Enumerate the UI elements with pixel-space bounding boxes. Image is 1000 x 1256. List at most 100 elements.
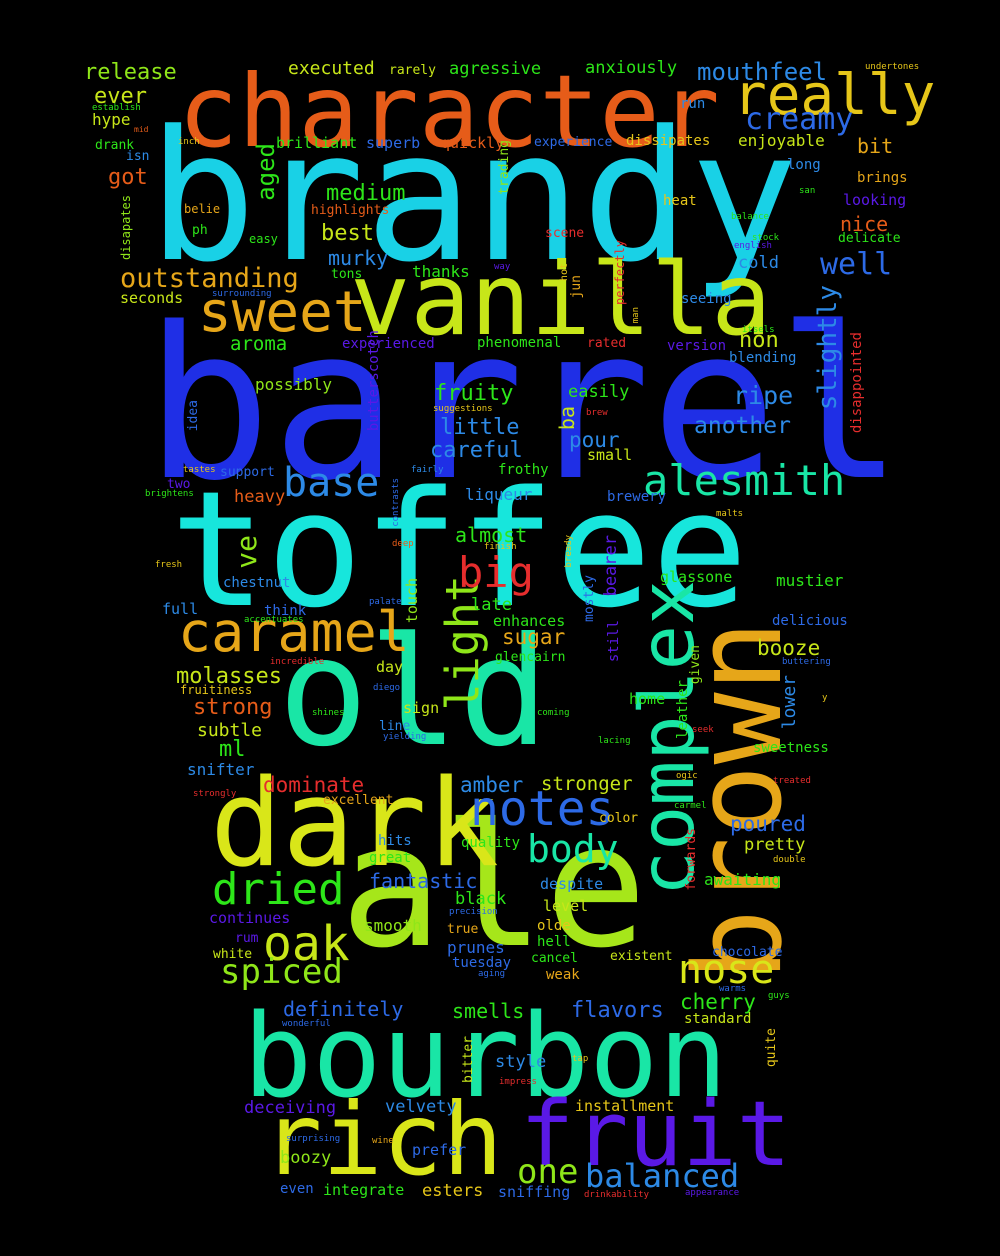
word-flavors: flavors bbox=[571, 998, 664, 1023]
word-anxiously: anxiously bbox=[585, 58, 678, 78]
word-quite: quite bbox=[764, 1028, 779, 1068]
word-toffee: toffee bbox=[170, 456, 748, 643]
word-brew: brew bbox=[586, 408, 608, 418]
word-frothy: frothy bbox=[498, 462, 549, 478]
word-non: non bbox=[739, 328, 779, 353]
word-disappointed: disappointed bbox=[849, 332, 865, 434]
word-touch: touch bbox=[403, 578, 421, 624]
word-support: support bbox=[220, 465, 275, 480]
word-ml: ml bbox=[219, 737, 246, 762]
word-belie: belie bbox=[184, 202, 221, 216]
word-notes: notes bbox=[470, 781, 615, 837]
word-brandy: brandy bbox=[148, 93, 799, 302]
word-quickly: quickly bbox=[441, 134, 505, 152]
word-y: y bbox=[822, 693, 828, 703]
word-day: day bbox=[376, 658, 404, 676]
word-fairly: fairly bbox=[411, 465, 444, 475]
word-long: long bbox=[787, 157, 821, 173]
word-pretty: pretty bbox=[744, 835, 806, 855]
word-way: way bbox=[494, 262, 511, 272]
word-bitter: bitter bbox=[461, 1036, 476, 1083]
word-cherry: cherry bbox=[680, 990, 756, 1014]
word-almost: almost bbox=[455, 523, 528, 547]
word-style: style bbox=[495, 1052, 547, 1072]
word-level: level bbox=[543, 897, 589, 915]
word-stock: stock bbox=[752, 233, 780, 243]
word-tastes: tastes bbox=[183, 465, 216, 475]
word-easy: easy bbox=[249, 232, 278, 246]
word-vanilla: vanilla bbox=[350, 241, 772, 358]
word-rich: rich bbox=[262, 1081, 503, 1198]
word-phenomenal: phenomenal bbox=[477, 335, 562, 351]
word-awaiting: awaiting bbox=[704, 870, 782, 889]
word-best: best bbox=[321, 221, 374, 246]
word-english: english bbox=[734, 241, 772, 251]
word-trading: trading bbox=[497, 140, 512, 195]
word-undertones: undertones bbox=[865, 62, 920, 72]
word-quality: quality bbox=[461, 835, 521, 851]
word-thanks: thanks bbox=[412, 262, 470, 281]
word-version: version bbox=[667, 338, 727, 354]
word-precision: precision bbox=[449, 907, 498, 917]
word-barrel: barrel bbox=[145, 282, 904, 527]
word-hits: hits bbox=[378, 833, 412, 849]
word-wine: wine bbox=[372, 1136, 394, 1146]
word-rated: rated bbox=[587, 336, 627, 351]
word-carmel: carmel bbox=[674, 801, 707, 811]
word-hell: hell bbox=[537, 934, 571, 950]
word-agressive: agressive bbox=[449, 59, 542, 79]
word-definitely: definitely bbox=[283, 997, 404, 1021]
word-ogic: ogic bbox=[676, 771, 698, 781]
word-poured: poured bbox=[730, 812, 806, 836]
word-brewery: brewery bbox=[607, 489, 667, 505]
word-aroma: aroma bbox=[230, 333, 288, 355]
word-subtle: subtle bbox=[197, 720, 263, 741]
word-drank: drank bbox=[95, 138, 135, 153]
word-caramel: caramel bbox=[178, 600, 410, 664]
word-malts: malts bbox=[716, 509, 744, 519]
word-balance: balance bbox=[731, 212, 769, 222]
word-creamy: creamy bbox=[745, 102, 854, 137]
word-dissipates: dissipates bbox=[626, 133, 711, 149]
word-fantastic: fantastic bbox=[369, 869, 478, 893]
word-disapates: disapates bbox=[119, 195, 133, 261]
word-tons: tons bbox=[331, 267, 363, 282]
word-easily: easily bbox=[568, 382, 630, 402]
word-lacing: lacing bbox=[598, 736, 631, 746]
word-cancel: cancel bbox=[531, 951, 578, 966]
word-blending: blending bbox=[729, 350, 797, 366]
word-bit: bit bbox=[857, 134, 894, 158]
word-slightly: slightly bbox=[813, 285, 843, 411]
word-glassone: glassone bbox=[660, 568, 733, 586]
word-little: little bbox=[440, 415, 520, 440]
word-chestnut: chestnut bbox=[223, 575, 291, 591]
word-dominate: dominate bbox=[263, 773, 365, 797]
word-wonderful: wonderful bbox=[282, 1019, 331, 1029]
word-mouthfeel: mouthfeel bbox=[697, 58, 828, 86]
word-mustier: mustier bbox=[776, 571, 844, 590]
word-itsels: itsels bbox=[742, 325, 775, 335]
word-yielding: yielding bbox=[383, 732, 427, 742]
word-standard: standard bbox=[684, 1011, 752, 1027]
word-old: old bbox=[278, 606, 549, 780]
word-character: character bbox=[178, 53, 720, 170]
word-small: small bbox=[587, 446, 633, 464]
word-bourbon: bourbon bbox=[243, 990, 728, 1124]
word-even: even bbox=[280, 1181, 314, 1197]
word-heat: heat bbox=[663, 193, 697, 209]
word-esters: esters bbox=[422, 1181, 484, 1201]
word-lower: lower bbox=[779, 675, 800, 730]
word-got: got bbox=[108, 165, 148, 190]
word-ripe: ripe bbox=[733, 381, 794, 410]
word-looking: looking bbox=[843, 191, 907, 209]
word-forwards: forwards bbox=[684, 828, 699, 891]
word-white: white bbox=[213, 947, 253, 962]
word-prefer: prefer bbox=[412, 1141, 467, 1159]
word-tuesday: tuesday bbox=[452, 955, 512, 971]
word-oak: oak bbox=[263, 916, 350, 972]
word-rum: rum bbox=[235, 931, 259, 946]
word-still: still bbox=[606, 620, 622, 663]
word-home: home bbox=[629, 690, 666, 708]
word-deceiving: deceiving bbox=[244, 1098, 337, 1118]
